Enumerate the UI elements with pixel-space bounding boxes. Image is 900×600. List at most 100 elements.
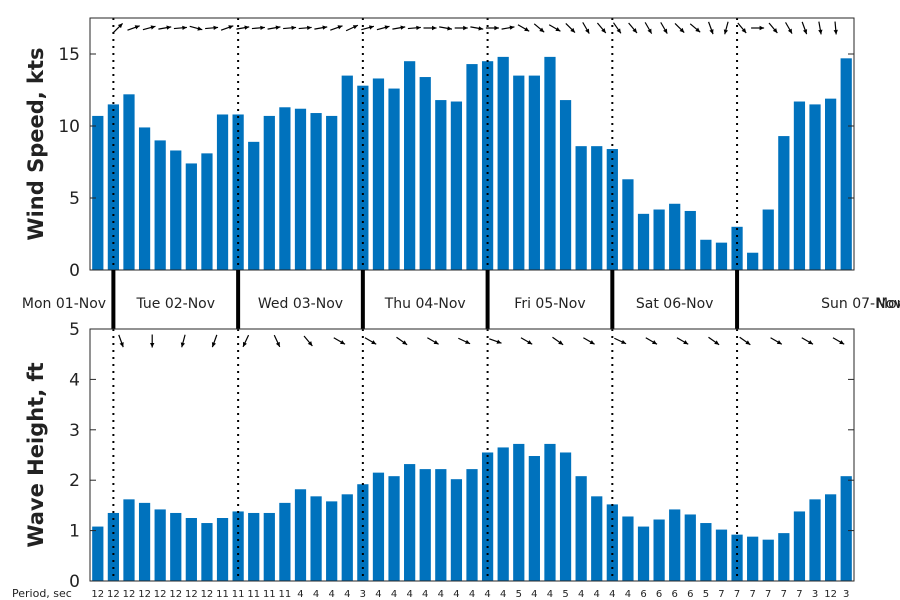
- bar: [731, 534, 743, 581]
- bar: [762, 209, 774, 270]
- bar: [747, 536, 759, 581]
- bar: [404, 464, 416, 581]
- bar: [279, 502, 291, 581]
- direction-arrow: [552, 336, 564, 346]
- direction-arrow: [173, 25, 187, 30]
- bar: [809, 499, 821, 581]
- wind-direction-arrows: [112, 21, 838, 35]
- wave-y-axis: 0 1 2 3 4 5: [69, 320, 854, 592]
- direction-arrow: [533, 23, 545, 33]
- y-tick-label: 4: [69, 370, 80, 390]
- direction-arrow: [439, 26, 453, 31]
- bar: [559, 452, 572, 581]
- wind-y-axis: 0 5 10 15: [58, 45, 854, 281]
- bar: [279, 107, 291, 270]
- direction-arrow: [674, 22, 685, 34]
- period-label: 4: [484, 589, 490, 600]
- direction-arrow: [189, 25, 203, 31]
- bar: [622, 516, 634, 581]
- period-label: 11: [247, 589, 260, 600]
- bar: [700, 523, 712, 581]
- bar: [185, 518, 197, 581]
- direction-arrow: [470, 26, 484, 31]
- period-label: 7: [749, 589, 755, 600]
- bar: [154, 509, 166, 581]
- bar: [684, 210, 696, 270]
- period-label: 4: [438, 589, 444, 600]
- direction-arrow: [832, 337, 845, 345]
- bar: [591, 146, 603, 270]
- bar: [747, 252, 759, 270]
- direction-arrow: [330, 25, 343, 31]
- bar: [637, 526, 650, 581]
- direction-arrow: [158, 25, 172, 30]
- direction-arrow: [739, 336, 751, 346]
- period-row: Period, sec 12 12 12 12 12 12 12 12 11 11 11 11 11 4 4…: [12, 587, 849, 600]
- bar: [809, 104, 821, 271]
- direction-arrow: [314, 25, 328, 30]
- bar: [637, 213, 650, 270]
- period-label: 12: [91, 589, 104, 600]
- day-label: Tue 02-Nov: [135, 296, 215, 312]
- direction-arrow: [708, 336, 720, 346]
- period-label: 12: [169, 589, 182, 600]
- direction-arrow: [273, 334, 281, 348]
- bar: [825, 98, 837, 270]
- bar: [793, 101, 806, 271]
- period-label: 11: [232, 589, 245, 600]
- direction-arrow: [770, 337, 783, 345]
- period-label: 11: [263, 589, 276, 600]
- bar: [466, 64, 478, 270]
- bar: [435, 469, 447, 581]
- day-label: Thu 04-Nov: [384, 296, 466, 312]
- direction-arrow: [612, 22, 622, 34]
- direction-arrow: [427, 337, 439, 345]
- wave-direction-arrows: [118, 334, 845, 348]
- direction-arrow: [407, 25, 421, 30]
- bar: [762, 539, 774, 581]
- y-tick-label: 0: [69, 572, 80, 592]
- period-label: 4: [625, 589, 631, 600]
- bar: [326, 115, 338, 270]
- direction-arrow: [392, 25, 406, 30]
- period-label: 4: [609, 589, 615, 600]
- direction-arrow: [723, 21, 729, 35]
- wind-y-axis-label: Wind Speed, kts: [24, 47, 48, 240]
- y-tick-label: 10: [58, 117, 80, 137]
- bar: [232, 114, 244, 270]
- period-label: 3: [360, 589, 366, 600]
- bar: [715, 529, 728, 581]
- bar: [92, 115, 104, 270]
- period-label: 4: [328, 589, 334, 600]
- period-label: 12: [201, 589, 214, 600]
- wave-day-separators: [112, 329, 739, 581]
- bar: [294, 108, 307, 270]
- bar: [263, 115, 275, 270]
- wave-plot-frame: [89, 328, 855, 582]
- bar: [731, 226, 743, 270]
- direction-arrow: [118, 334, 124, 348]
- bar: [481, 452, 494, 581]
- y-tick-label: 15: [58, 45, 80, 65]
- bar: [840, 476, 852, 581]
- direction-arrow: [751, 25, 765, 31]
- direction-arrow: [333, 337, 346, 345]
- direction-arrow: [112, 22, 124, 34]
- day-label: Sun 07-Nov: [821, 296, 900, 312]
- period-label: 6: [687, 589, 693, 600]
- bar: [201, 153, 213, 270]
- bar: [544, 56, 556, 270]
- direction-arrow: [548, 24, 561, 32]
- direction-arrow: [361, 25, 375, 31]
- direction-arrow: [517, 24, 530, 32]
- direction-arrow: [501, 25, 515, 30]
- bar: [216, 518, 229, 581]
- direction-arrow: [283, 25, 297, 30]
- bar: [123, 94, 135, 270]
- bar: [622, 179, 634, 270]
- bar: [591, 496, 603, 581]
- bar: [310, 113, 322, 270]
- direction-arrow: [454, 25, 468, 31]
- bar: [419, 469, 431, 581]
- direction-arrow: [376, 25, 390, 31]
